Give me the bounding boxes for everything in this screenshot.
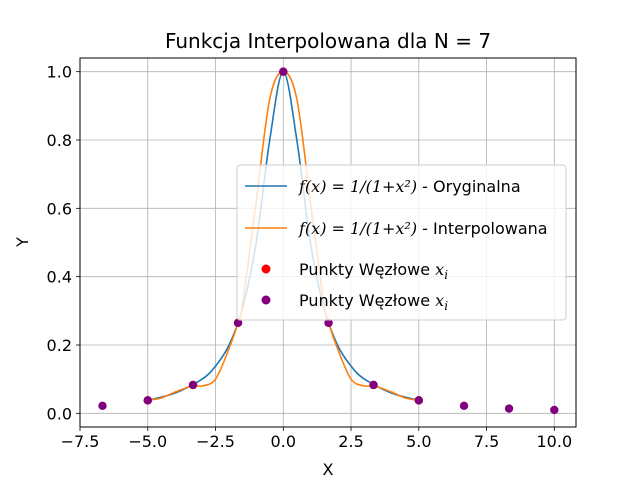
x-tick-label: 5.0 xyxy=(406,432,431,451)
x-tick-label: 10.0 xyxy=(537,432,573,451)
x-tick-label: 0.0 xyxy=(271,432,296,451)
y-tick-label: 0.8 xyxy=(47,131,72,150)
data-point xyxy=(369,380,378,390)
data-point xyxy=(414,396,423,405)
data-point xyxy=(504,404,514,413)
plot-series xyxy=(98,67,559,415)
legend-variable: x xyxy=(435,291,444,310)
x-axis-label: X xyxy=(323,460,334,479)
chart-title: Funkcja Interpolowana dla N = 7 xyxy=(165,29,491,53)
x-tick-label: −7.5 xyxy=(61,432,100,451)
legend-formula: f(x) = 1/(1+x²) xyxy=(298,177,417,196)
data-point xyxy=(98,401,107,411)
legend-entry-label: f(x) = 1/(1+x²) - Oryginalna xyxy=(298,177,521,196)
legend-formula: f(x) = 1/(1+x²) xyxy=(298,219,417,238)
y-tick-label: 0.0 xyxy=(47,404,72,423)
legend-subscript: i xyxy=(444,299,448,313)
x-tick-label: −2.5 xyxy=(196,432,235,451)
x-tick-label: 2.5 xyxy=(338,432,363,451)
legend-marker-swatch xyxy=(261,295,271,305)
y-tick-label: 0.6 xyxy=(47,199,72,218)
legend-marker-swatch xyxy=(261,264,271,274)
legend-entry-label: f(x) = 1/(1+x²) - Interpolowana xyxy=(298,219,548,238)
legend-entry-label: Punkty Węzłowe xi xyxy=(299,260,448,282)
plot-frame xyxy=(79,57,577,428)
legend-suffix: - Oryginalna xyxy=(417,177,521,196)
legend-suffix: - Interpolowana xyxy=(417,219,548,238)
data-point xyxy=(188,380,198,390)
data-point xyxy=(550,405,559,415)
x-tick-label: −5.0 xyxy=(128,432,167,451)
y-tick-label: 0.2 xyxy=(47,336,72,355)
axis-ticks: −7.5 −5.0 −2.5 0.0 2.5 5.0 7.5 10.0 0.0 0.2 0.4 0.6… xyxy=(47,63,573,451)
legend-variable: x xyxy=(435,260,444,279)
legend-label: Punkty Węzłowe xyxy=(299,260,435,279)
legend-label: Punkty Węzłowe xyxy=(299,291,435,310)
data-point xyxy=(279,67,288,76)
data-point xyxy=(459,401,469,411)
y-tick-label: 1.0 xyxy=(47,63,72,82)
y-tick-label: 0.4 xyxy=(47,268,72,287)
legend-entry-label: Punkty Węzłowe xi xyxy=(299,291,448,313)
data-point xyxy=(143,396,152,405)
y-axis-label: Y xyxy=(13,237,32,248)
data-point xyxy=(324,318,333,327)
data-point xyxy=(233,318,243,327)
legend-subscript: i xyxy=(444,268,448,282)
legend-box xyxy=(236,164,567,321)
x-tick-label: 7.5 xyxy=(474,432,499,451)
